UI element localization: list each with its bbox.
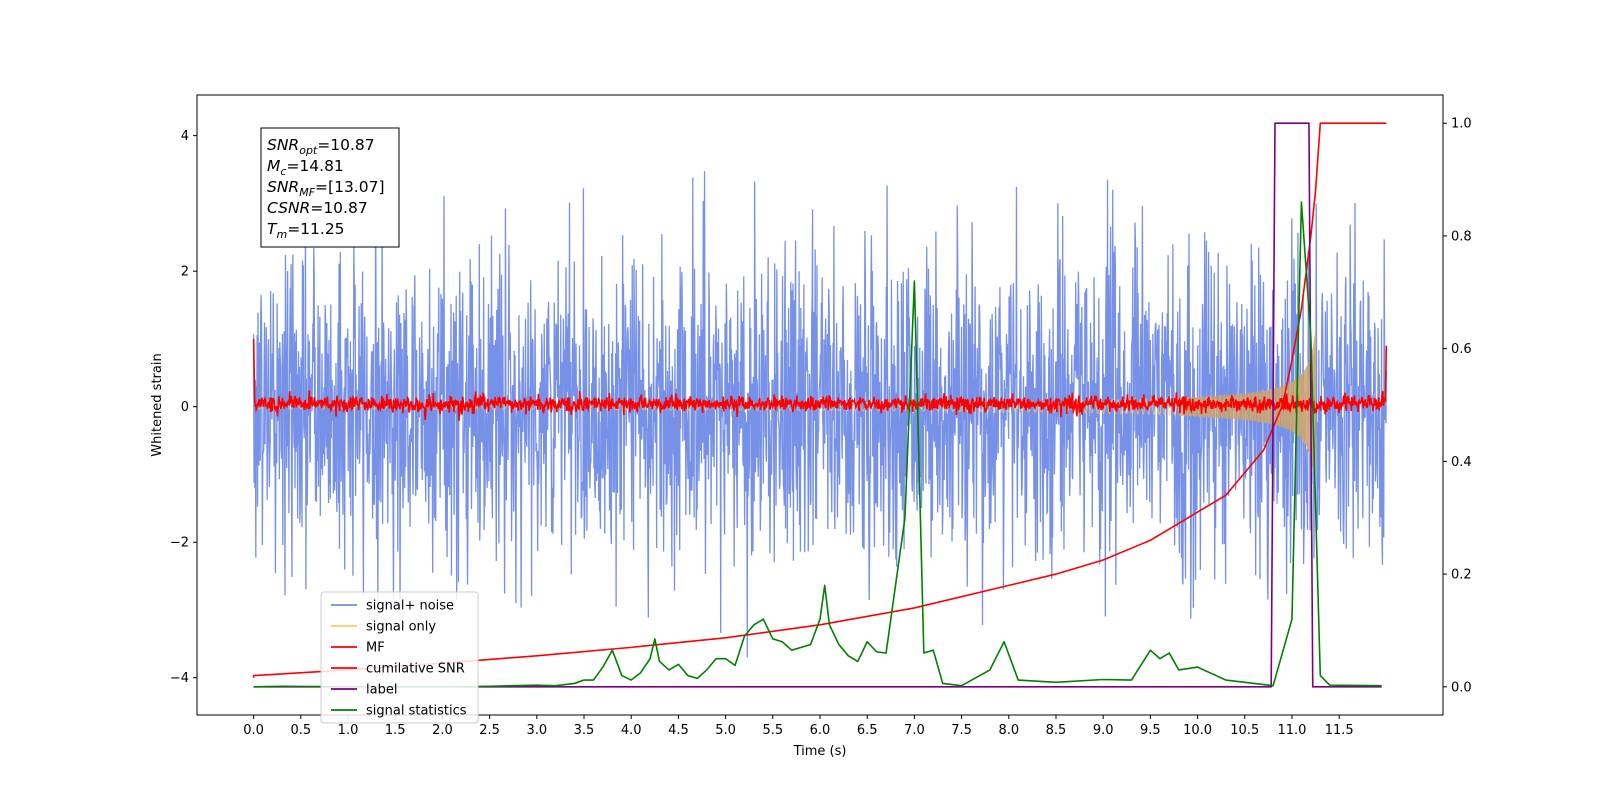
x-tick-label: 1.5 [385, 723, 406, 738]
x-tick-label: 3.5 [574, 723, 595, 738]
y2-tick-label: 0.6 [1451, 342, 1472, 357]
y2-tick-label: 0.4 [1451, 455, 1472, 470]
stats-value: =10.87 [310, 199, 367, 217]
legend-entry-label: signal+ noise [366, 599, 454, 614]
x-tick-label: 10.5 [1230, 723, 1259, 738]
legend-entry-label: cumilative SNR [366, 662, 465, 677]
x-axis: 0.0 0.5 1.0 1.5 2.0 2.5 3.0 3.5 4.0 4.5 5.0 5.5 6.0 6… [243, 715, 1354, 738]
x-tick-label: 5.5 [762, 723, 783, 738]
x-tick-label: 4.5 [668, 723, 689, 738]
x-tick-label: 4.0 [621, 723, 642, 738]
legend-frame [320, 591, 479, 724]
y-axis-right: 1.0 0.8 0.6 0.4 0.2 0.0 [1443, 117, 1472, 695]
stats-line: Mc=14.81 [267, 157, 344, 178]
x-tick-label: 2.5 [479, 723, 500, 738]
stats-subscript: MF [299, 186, 315, 199]
y-tick-label: 4 [181, 129, 189, 144]
y2-tick-label: 0.8 [1451, 229, 1472, 244]
stats-subscript: m [276, 228, 287, 241]
legend-entry-label: MF [366, 641, 385, 656]
stats-line: Tm=11.25 [267, 220, 345, 241]
series-signal-noise [252, 155, 1388, 658]
stats-box-frame [260, 127, 400, 248]
stats-symbol: SNR [267, 178, 299, 196]
stats-value: =14.81 [286, 157, 343, 175]
y-tick-label: 2 [181, 265, 189, 280]
stats-line: SNRopt=10.87 [267, 136, 375, 157]
stats-value: =10.87 [317, 136, 374, 154]
x-tick-label: 10.0 [1183, 723, 1212, 738]
series-mf [252, 338, 1388, 421]
x-tick-label: 2.0 [432, 723, 453, 738]
x-tick-label: 0.0 [243, 723, 264, 738]
x-tick-label: 11.0 [1277, 723, 1306, 738]
stats-value: =[13.07] [315, 178, 384, 196]
x-tick-label: 9.0 [1093, 723, 1114, 738]
series-cumilative-snr [252, 122, 1387, 678]
y-axis-label: Whitened strain [150, 353, 165, 456]
y2-tick-label: 0.0 [1451, 680, 1472, 695]
stats-subscript: c [280, 165, 286, 178]
y-tick-label: 0 [181, 400, 189, 415]
stats-symbol: T [267, 220, 278, 238]
x-tick-label: 6.0 [810, 723, 831, 738]
series-label [253, 122, 1382, 688]
y-tick-label: −4 [170, 671, 189, 686]
x-tick-label: 8.0 [998, 723, 1019, 738]
x-tick-label: 7.5 [951, 723, 972, 738]
x-tick-label: 5.0 [715, 723, 736, 738]
x-tick-label: 7.0 [904, 723, 925, 738]
y2-tick-label: 1.0 [1451, 117, 1472, 132]
x-tick-label: 8.5 [1046, 723, 1067, 738]
x-axis-label: Time (s) [793, 744, 847, 759]
stats-annotation-box: SNRopt=10.87Mc=14.81SNRMF=[13.07]CSNR=10… [260, 127, 400, 248]
x-tick-label: 3.0 [526, 723, 547, 738]
legend-entry-label: label [366, 683, 397, 698]
stats-symbol: M [267, 157, 280, 175]
x-tick-label: 9.5 [1140, 723, 1161, 738]
legend-entry-label: signal statistics [366, 704, 467, 719]
stats-symbol: SNR [267, 136, 299, 154]
y2-tick-label: 0.2 [1451, 568, 1472, 583]
y-axis-left: 4 2 0 −2 −4 [170, 129, 197, 686]
y-tick-label: −2 [170, 536, 189, 551]
x-tick-label: 0.5 [290, 723, 311, 738]
series-layer [252, 122, 1388, 688]
x-tick-label: 1.0 [338, 723, 359, 738]
legend-entry-label: signal only [366, 620, 436, 635]
x-tick-label: 6.5 [857, 723, 878, 738]
series-signal-statistics [253, 201, 1382, 688]
stats-symbol: CSNR [267, 199, 310, 217]
stats-line: SNRMF=[13.07] [267, 178, 385, 199]
stats-line: CSNR=10.87 [267, 199, 368, 217]
stats-subscript: opt [299, 144, 318, 157]
legend: signal+ noise signal only MF cumilative SNR… [320, 591, 479, 724]
stats-value: =11.25 [287, 220, 344, 238]
x-tick-label: 11.5 [1325, 723, 1354, 738]
